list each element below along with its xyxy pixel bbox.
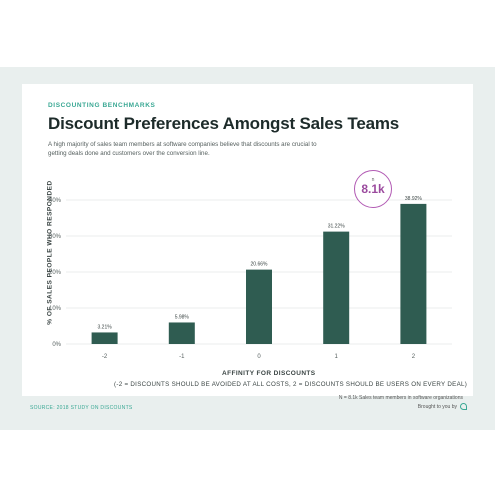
- y-tick-label: 10%: [49, 306, 62, 312]
- x-axis-label: AFFINITY FOR DISCOUNTS: [222, 370, 316, 377]
- y-tick-label: 0%: [52, 342, 61, 348]
- bar-value-label: 5.98%: [175, 314, 190, 320]
- callout-label: n: [371, 177, 375, 183]
- source-citation: SOURCE: 2018 STUDY ON DISCOUNTS: [30, 405, 133, 411]
- x-tick-label: 2: [412, 354, 416, 360]
- x-tick-label: -1: [179, 354, 185, 360]
- x-tick-label: -2: [102, 354, 108, 360]
- y-tick-label: 30%: [49, 234, 62, 240]
- brand-credit: Brought to you by: [418, 403, 467, 410]
- eyebrow-label: DISCOUNTING BENCHMARKS: [48, 102, 156, 109]
- infographic-card: DISCOUNTING BENCHMARKS Discount Preferen…: [22, 84, 473, 401]
- brand-credit-text: Brought to you by: [417, 403, 457, 410]
- bar-chart: 0% 10% 20% 30% 40% 3.21% -2 5.98% -1 20.66% 0 31.22…: [49, 196, 452, 360]
- brand-logo-icon: [460, 403, 467, 410]
- bar: [168, 322, 195, 344]
- bar: [400, 203, 427, 344]
- callout-value: 8.1k: [361, 182, 385, 196]
- bar-value-label: 31.22%: [328, 224, 346, 230]
- bar-value-label: 3.21%: [98, 324, 113, 330]
- bar: [246, 269, 272, 344]
- y-tick-label: 40%: [49, 198, 62, 204]
- sample-footnote: N = 8.1k Sales team members in software …: [338, 395, 463, 401]
- chart-title: Discount Preferences Amongst Sales Teams: [48, 114, 400, 133]
- y-tick-label: 20%: [49, 270, 62, 276]
- bar: [323, 231, 350, 344]
- bar-value-label: 20.66%: [251, 262, 269, 268]
- chart-subtitle: A high majority of sales team members at…: [48, 141, 317, 157]
- page-background: DISCOUNTING BENCHMARKS Discount Preferen…: [0, 67, 495, 430]
- bar: [91, 332, 118, 344]
- sample-size-callout: n 8.1k: [354, 170, 392, 208]
- x-tick-label: 0: [257, 354, 261, 360]
- x-tick-label: 1: [335, 354, 339, 360]
- x-axis-note: (-2 = DISCOUNTS SHOULD BE AVOIDED AT ALL…: [114, 381, 468, 388]
- bar-value-label: 38.92%: [405, 196, 423, 202]
